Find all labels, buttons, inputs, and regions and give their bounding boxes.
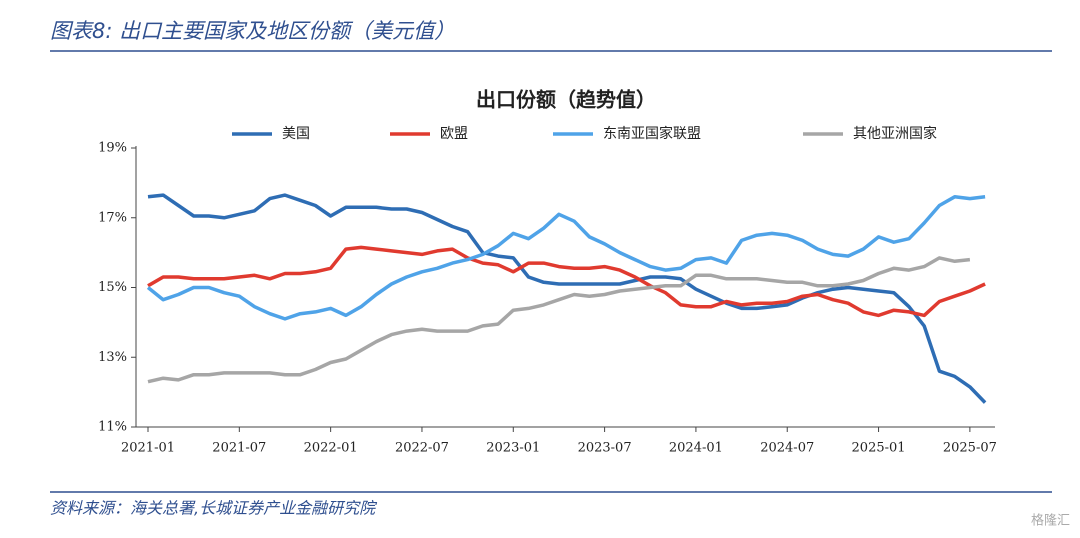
x-tick-label: 2025-01 xyxy=(852,441,906,456)
series-line xyxy=(147,245,986,318)
x-tick-label: 2023-01 xyxy=(486,441,540,456)
legend-label: 其他亚洲国家 xyxy=(853,125,937,142)
y-tick-label: 17% xyxy=(98,210,127,225)
x-tick-label: 2025-07 xyxy=(943,441,997,456)
legend-label: 美国 xyxy=(282,126,310,142)
y-tick-label: 13% xyxy=(98,350,127,365)
x-tick-label: 2023-07 xyxy=(578,441,632,456)
x-tick-label: 2022-01 xyxy=(304,441,358,456)
series-line xyxy=(147,193,987,404)
footer-source: 资料来源：海关总署,长城证券产业金融研究院 xyxy=(50,499,378,518)
y-tick-label: 15% xyxy=(98,280,127,295)
series-line xyxy=(146,195,986,321)
legend-label: 欧盟 xyxy=(440,126,468,142)
header-title: 图表8: 出口主要国家及地区份额（美元值） xyxy=(50,19,455,43)
x-tick-label: 2021-07 xyxy=(212,441,266,456)
y-tick-label: 11% xyxy=(98,420,127,435)
x-tick-label: 2022-07 xyxy=(395,441,449,456)
watermark: 格隆汇 xyxy=(1031,513,1070,529)
chart-title: 出口份额（趋势值） xyxy=(476,88,656,112)
x-tick-label: 2021-01 xyxy=(121,441,175,456)
legend-label: 东南亚国家联盟 xyxy=(603,125,701,142)
y-tick-label: 19% xyxy=(98,141,127,156)
series-line xyxy=(147,256,971,384)
x-tick-label: 2024-01 xyxy=(669,441,723,456)
x-tick-label: 2024-07 xyxy=(760,441,814,456)
